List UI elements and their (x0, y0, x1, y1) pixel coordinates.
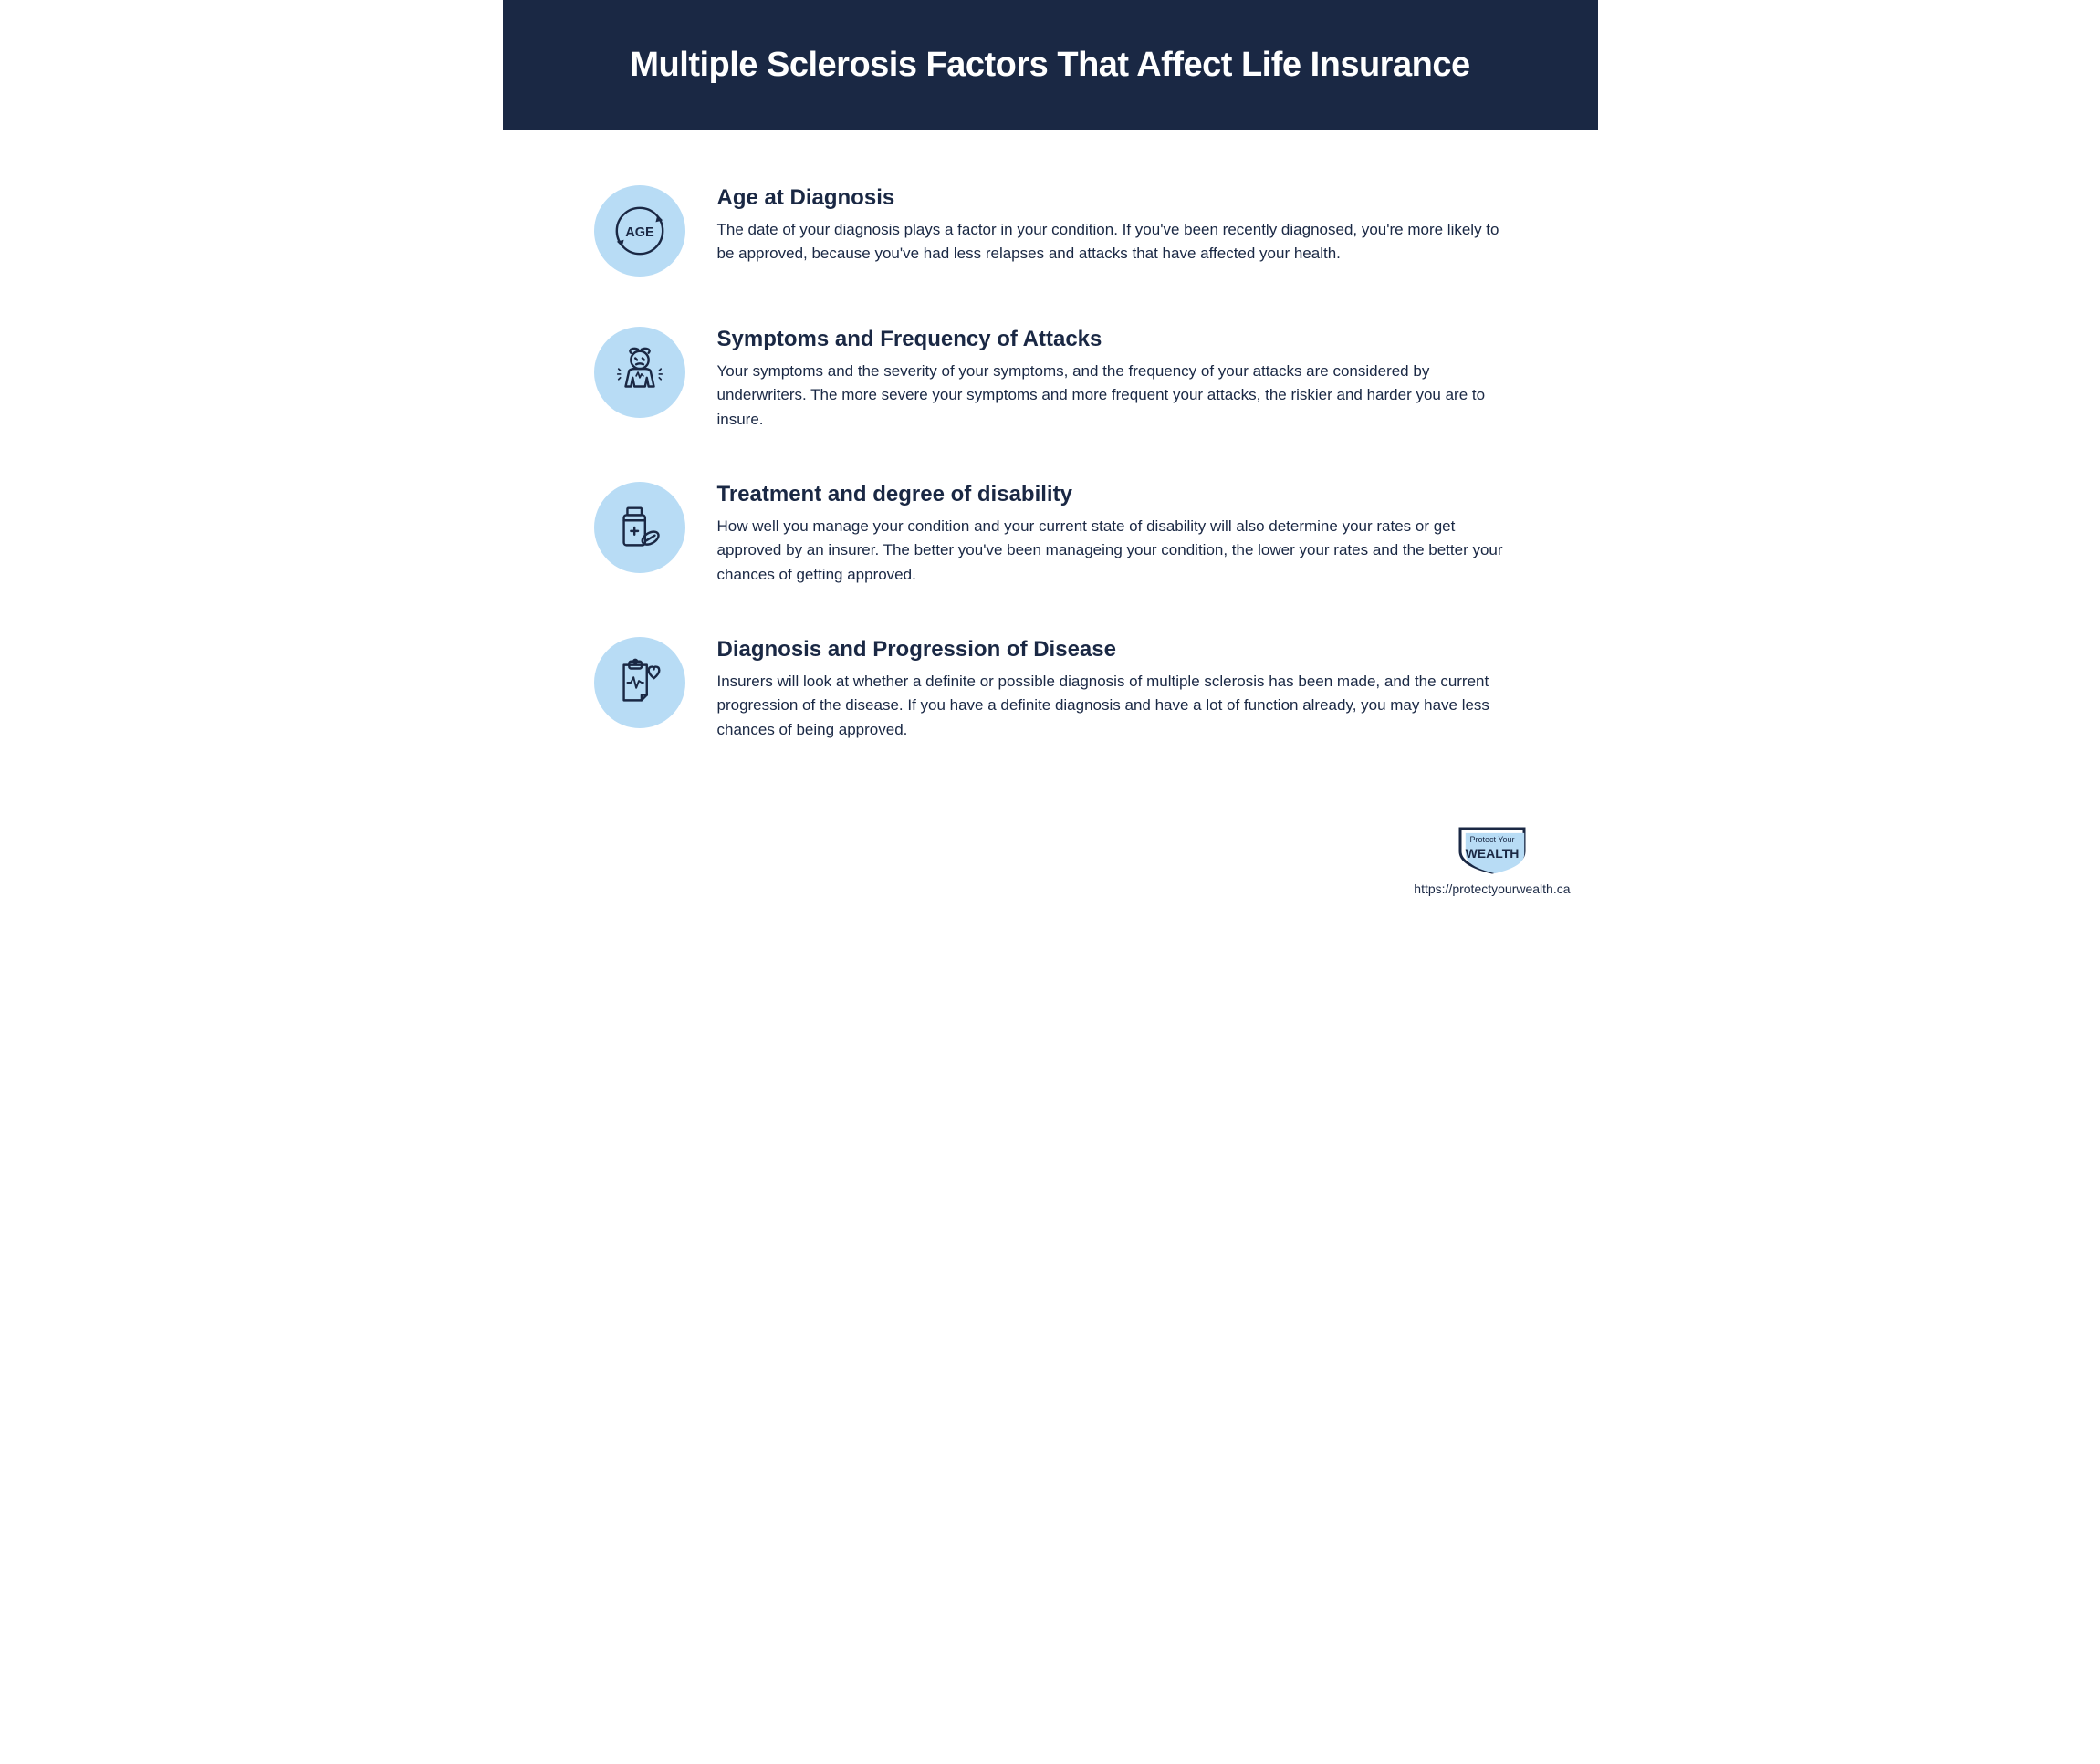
factor-title: Symptoms and Frequency of Attacks (717, 327, 1507, 352)
logo-top-text: Protect Your (1469, 835, 1514, 844)
footer-url: https://protectyourwealth.ca (1414, 882, 1570, 896)
factor-item: Symptoms and Frequency of Attacks Your s… (594, 327, 1507, 432)
factor-item: Diagnosis and Progression of Disease Ins… (594, 637, 1507, 742)
age-icon: AGE (594, 185, 685, 277)
factor-item: Treatment and degree of disability How w… (594, 482, 1507, 587)
factor-body: How well you manage your condition and y… (717, 515, 1507, 587)
factor-content: Treatment and degree of disability How w… (717, 482, 1507, 587)
svg-text:AGE: AGE (625, 225, 654, 240)
factor-content: Symptoms and Frequency of Attacks Your s… (717, 327, 1507, 432)
factor-title: Diagnosis and Progression of Disease (717, 637, 1507, 663)
logo-bottom-text: WEALTH (1465, 846, 1519, 861)
factor-body: Your symptoms and the severity of your s… (717, 360, 1507, 432)
factor-item: AGE Age at Diagnosis The date of your di… (594, 185, 1507, 277)
factor-content: Age at Diagnosis The date of your diagno… (717, 185, 1507, 266)
symptoms-icon (594, 327, 685, 418)
factor-body: Insurers will look at whether a definite… (717, 670, 1507, 742)
footer: Protect Your WEALTH https://protectyourw… (503, 819, 1598, 914)
treatment-icon (594, 482, 685, 573)
brand-logo: Protect Your WEALTH https://protectyourw… (1414, 819, 1570, 896)
header-banner: Multiple Sclerosis Factors That Affect L… (503, 0, 1598, 130)
factor-title: Age at Diagnosis (717, 185, 1507, 211)
page-title: Multiple Sclerosis Factors That Affect L… (539, 46, 1562, 85)
factor-body: The date of your diagnosis plays a facto… (717, 218, 1507, 266)
factor-title: Treatment and degree of disability (717, 482, 1507, 507)
factors-list: AGE Age at Diagnosis The date of your di… (503, 130, 1598, 819)
factor-content: Diagnosis and Progression of Disease Ins… (717, 637, 1507, 742)
diagnosis-icon (594, 637, 685, 728)
